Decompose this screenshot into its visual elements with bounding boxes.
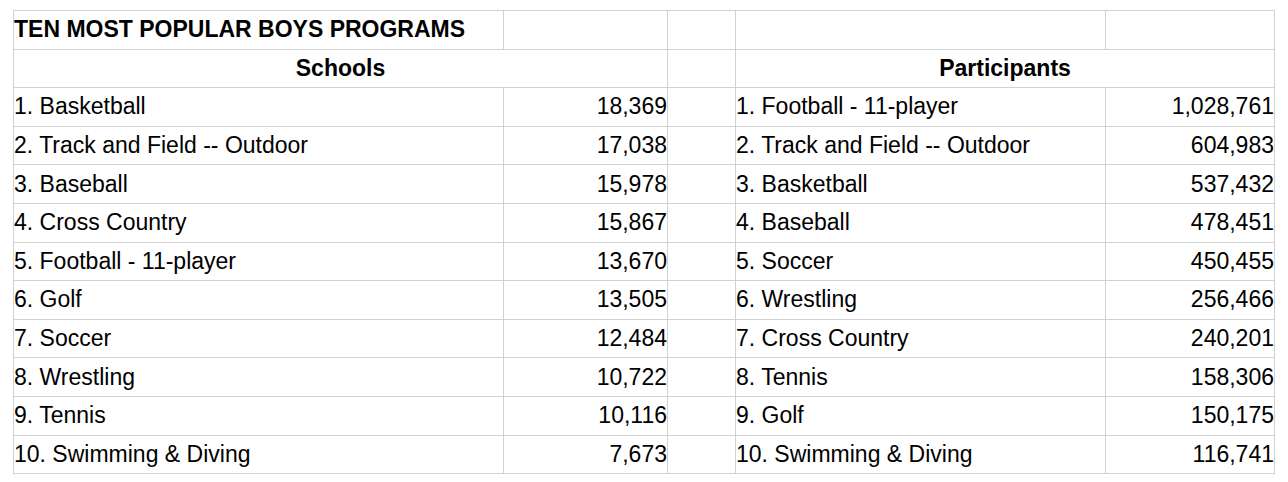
schools-program-value: 7,673 — [504, 435, 668, 474]
schools-program-label: 8. Wrestling — [14, 358, 504, 397]
schools-program-value: 10,116 — [504, 396, 668, 435]
schools-program-label: 7. Soccer — [14, 319, 504, 358]
table-row: 5. Football - 11-player 13,670 5. Soccer… — [14, 242, 1275, 281]
table-row: 4. Cross Country 15,867 4. Baseball 478,… — [14, 203, 1275, 242]
spacer-cell — [668, 203, 736, 242]
schools-program-label: 6. Golf — [14, 281, 504, 320]
schools-program-value: 10,722 — [504, 358, 668, 397]
participants-program-label: 3. Basketball — [736, 165, 1106, 204]
schools-program-value: 13,505 — [504, 281, 668, 320]
schools-program-label: 9. Tennis — [14, 396, 504, 435]
title-row: TEN MOST POPULAR BOYS PROGRAMS — [14, 11, 1275, 50]
header-row: Schools Participants — [14, 49, 1275, 88]
spacer-cell — [668, 319, 736, 358]
participants-program-value: 150,175 — [1106, 396, 1275, 435]
participants-program-label: 4. Baseball — [736, 203, 1106, 242]
participants-program-label: 5. Soccer — [736, 242, 1106, 281]
spacer-cell — [668, 435, 736, 474]
participants-program-label: 10. Swimming & Diving — [736, 435, 1106, 474]
schools-program-label: 4. Cross Country — [14, 203, 504, 242]
participants-program-value: 158,306 — [1106, 358, 1275, 397]
schools-header: Schools — [14, 49, 668, 88]
spacer-cell — [668, 126, 736, 165]
participants-program-label: 9. Golf — [736, 396, 1106, 435]
spacer-cell — [668, 396, 736, 435]
participants-header: Participants — [736, 49, 1275, 88]
schools-program-value: 17,038 — [504, 126, 668, 165]
table-row: 2. Track and Field -- Outdoor 17,038 2. … — [14, 126, 1275, 165]
schools-program-label: 3. Baseball — [14, 165, 504, 204]
participants-program-value: 604,983 — [1106, 126, 1275, 165]
participants-program-label: 1. Football - 11-player — [736, 88, 1106, 127]
participants-program-value: 240,201 — [1106, 319, 1275, 358]
participants-program-value: 478,451 — [1106, 203, 1275, 242]
spacer-cell — [668, 165, 736, 204]
table-row: 7. Soccer 12,484 7. Cross Country 240,20… — [14, 319, 1275, 358]
schools-program-value: 12,484 — [504, 319, 668, 358]
schools-program-value: 15,867 — [504, 203, 668, 242]
schools-program-value: 13,670 — [504, 242, 668, 281]
spacer-cell — [668, 242, 736, 281]
table-row: 6. Golf 13,505 6. Wrestling 256,466 — [14, 281, 1275, 320]
table-row: 8. Wrestling 10,722 8. Tennis 158,306 — [14, 358, 1275, 397]
spacer-cell — [668, 358, 736, 397]
participants-program-value: 1,028,761 — [1106, 88, 1275, 127]
boys-programs-table: TEN MOST POPULAR BOYS PROGRAMS Schools P… — [13, 10, 1275, 474]
schools-program-label: 2. Track and Field -- Outdoor — [14, 126, 504, 165]
spacer-cell — [668, 11, 736, 50]
participants-program-value: 450,455 — [1106, 242, 1275, 281]
schools-program-label: 5. Football - 11-player — [14, 242, 504, 281]
schools-program-label: 1. Basketball — [14, 88, 504, 127]
spacer-cell — [668, 88, 736, 127]
table-row: 9. Tennis 10,116 9. Golf 150,175 — [14, 396, 1275, 435]
table-row: 1. Basketball 18,369 1. Football - 11-pl… — [14, 88, 1275, 127]
spacer-cell — [668, 49, 736, 88]
table-title: TEN MOST POPULAR BOYS PROGRAMS — [14, 11, 504, 50]
schools-program-value: 15,978 — [504, 165, 668, 204]
table-row: 3. Baseball 15,978 3. Basketball 537,432 — [14, 165, 1275, 204]
spacer-cell — [668, 281, 736, 320]
participants-program-value: 537,432 — [1106, 165, 1275, 204]
participants-program-value: 256,466 — [1106, 281, 1275, 320]
schools-program-value: 18,369 — [504, 88, 668, 127]
table-row: 10. Swimming & Diving 7,673 10. Swimming… — [14, 435, 1275, 474]
empty-cell — [504, 11, 668, 50]
participants-program-label: 2. Track and Field -- Outdoor — [736, 126, 1106, 165]
empty-cell — [1106, 11, 1275, 50]
participants-program-label: 8. Tennis — [736, 358, 1106, 397]
empty-cell — [736, 11, 1106, 50]
participants-program-label: 7. Cross Country — [736, 319, 1106, 358]
schools-program-label: 10. Swimming & Diving — [14, 435, 504, 474]
participants-program-value: 116,741 — [1106, 435, 1275, 474]
participants-program-label: 6. Wrestling — [736, 281, 1106, 320]
